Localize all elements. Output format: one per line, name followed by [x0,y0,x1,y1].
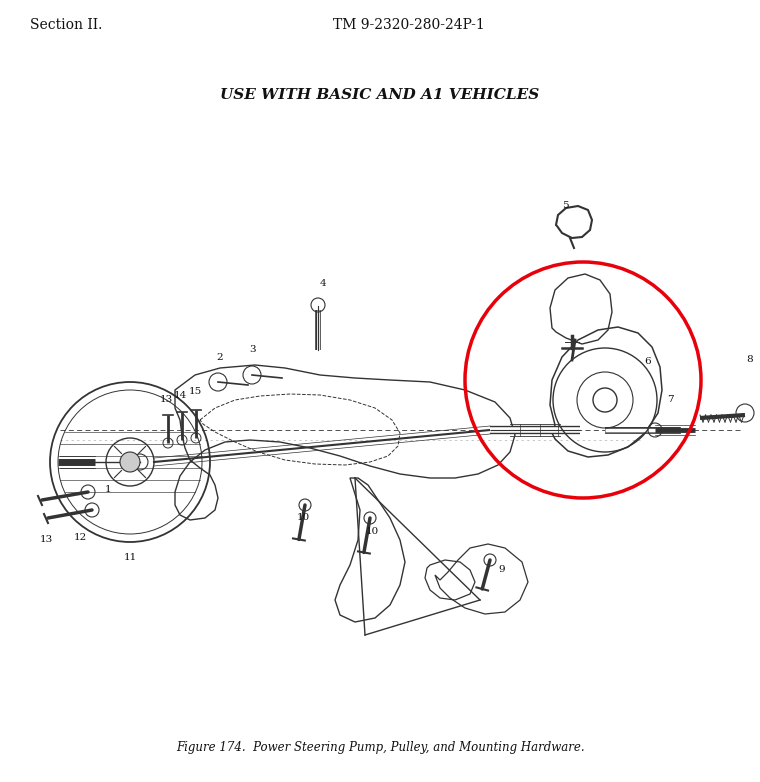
Text: 1: 1 [105,486,111,494]
Text: 7: 7 [667,396,673,404]
Text: 13: 13 [40,536,52,544]
Text: 5: 5 [562,202,568,210]
Text: 2: 2 [217,353,223,363]
Text: Figure 174.  Power Steering Pump, Pulley, and Mounting Hardware.: Figure 174. Power Steering Pump, Pulley,… [176,741,584,754]
Text: 8: 8 [746,356,753,364]
Text: TM 9-2320-280-24P-1: TM 9-2320-280-24P-1 [333,18,485,32]
Text: 9: 9 [499,565,505,575]
Text: USE WITH BASIC AND A1 VEHICLES: USE WITH BASIC AND A1 VEHICLES [220,88,540,102]
Text: 12: 12 [74,533,87,543]
Text: Section II.: Section II. [30,18,103,32]
Text: 10: 10 [296,514,309,522]
Text: 6: 6 [644,357,651,367]
Text: 10: 10 [366,528,378,536]
Text: 14: 14 [173,392,187,400]
Text: 4: 4 [320,279,326,289]
Text: 3: 3 [250,346,256,354]
Text: 13: 13 [160,396,173,404]
Text: 11: 11 [123,554,137,562]
Circle shape [120,452,140,472]
Text: 15: 15 [188,388,201,396]
